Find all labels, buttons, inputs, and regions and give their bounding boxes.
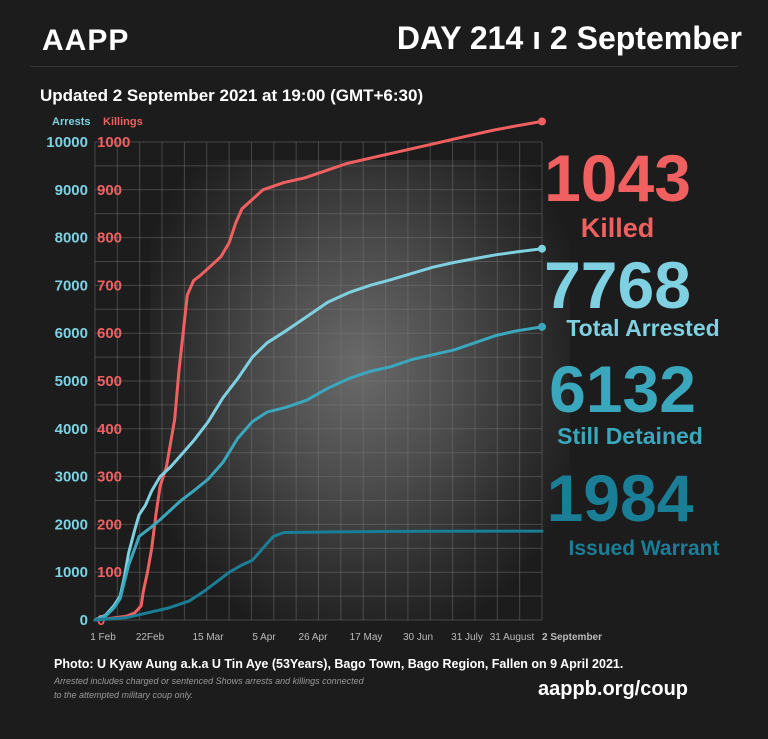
- background-photo: [150, 160, 570, 620]
- warrant-count: 1984: [546, 461, 694, 535]
- website-link[interactable]: aappb.org/coup: [538, 678, 688, 700]
- x-axis: 1 Feb 22Feb 15 Mar 5 Apr 26 Apr 17 May 30 Jun 3…: [90, 632, 602, 643]
- header-divider: [30, 66, 738, 67]
- day-title: DAY 214 ı 2 September: [396, 20, 742, 56]
- x-tick-label: 2 September: [542, 632, 602, 643]
- footnote-line-2: to the attempted military coup only.: [54, 690, 193, 700]
- series-end-point: [538, 322, 546, 331]
- y-right-axis-title: Killings: [103, 116, 143, 128]
- y-right-tick-label: 800: [97, 230, 122, 247]
- detained-label: Still Detained: [557, 423, 703, 449]
- y-left-tick-label: 10000: [46, 134, 88, 151]
- y-left-tick-label: 3000: [55, 469, 88, 486]
- y-left-tick-label: 6000: [55, 325, 88, 342]
- y-right-tick-label: 900: [97, 182, 122, 199]
- y-right-tick-label: 300: [97, 469, 122, 486]
- y-left-tick-label: 8000: [55, 230, 88, 247]
- arrested-count: 7768: [544, 248, 691, 322]
- arrested-label: Total Arrested: [566, 315, 720, 341]
- photo-caption: Photo: U Kyaw Aung a.k.a U Tin Aye (53Ye…: [54, 657, 624, 671]
- x-tick-label: 1 Feb: [90, 632, 116, 643]
- chart-grid: [94, 141, 543, 621]
- y-left-tick-label: 7000: [55, 277, 88, 294]
- y-right-tick-label: 100: [97, 564, 122, 581]
- x-tick-label: 31 August: [490, 632, 535, 643]
- y-left-tick-label: 2000: [55, 516, 88, 533]
- y-left-tick-label: 0: [80, 612, 88, 629]
- series-lines: [93, 117, 546, 622]
- y-left-tick-label: 1000: [55, 564, 88, 581]
- series-end-point: [538, 117, 546, 126]
- x-tick-label: 26 Apr: [299, 632, 329, 643]
- series-line: [93, 325, 544, 622]
- y-right-tick-label: 200: [97, 516, 122, 533]
- x-tick-label: 17 May: [350, 632, 383, 643]
- series-end-point: [538, 244, 546, 253]
- x-tick-label: 15 Mar: [192, 632, 224, 643]
- x-tick-label: 22Feb: [136, 632, 165, 643]
- brand-logo: AAPP: [42, 24, 130, 57]
- y-right-tick-label: 500: [97, 373, 122, 390]
- y-left-axis-title: Arrests: [52, 116, 91, 128]
- x-tick-label: 31 July: [451, 632, 483, 643]
- killed-label: Killed: [580, 213, 655, 243]
- updated-timestamp: Updated 2 September 2021 at 19:00 (GMT+6…: [40, 86, 424, 105]
- y-right-tick-label: 1000: [97, 134, 130, 151]
- y-axis-left: 0 1000 2000 3000 4000 5000 6000 7000 8000 9000 100…: [46, 134, 88, 629]
- y-right-tick-label: 700: [97, 277, 122, 294]
- series-line: [93, 119, 544, 622]
- series-line: [93, 529, 544, 622]
- warrant-label: Issued Warrant: [568, 537, 720, 560]
- y-right-tick-label: 600: [97, 325, 122, 342]
- killed-count: 1043: [544, 141, 691, 215]
- series-line: [93, 247, 544, 622]
- y-left-tick-label: 9000: [55, 182, 88, 199]
- y-right-tick-label: 400: [97, 421, 122, 438]
- y-left-tick-label: 5000: [55, 373, 88, 390]
- detained-count: 6132: [549, 352, 696, 426]
- y-left-tick-label: 4000: [55, 421, 88, 438]
- footnote-line-1: Arrested includes charged or sentenced S…: [54, 676, 364, 686]
- x-tick-label: 5 Apr: [252, 632, 276, 643]
- x-tick-label: 30 Jun: [403, 632, 433, 643]
